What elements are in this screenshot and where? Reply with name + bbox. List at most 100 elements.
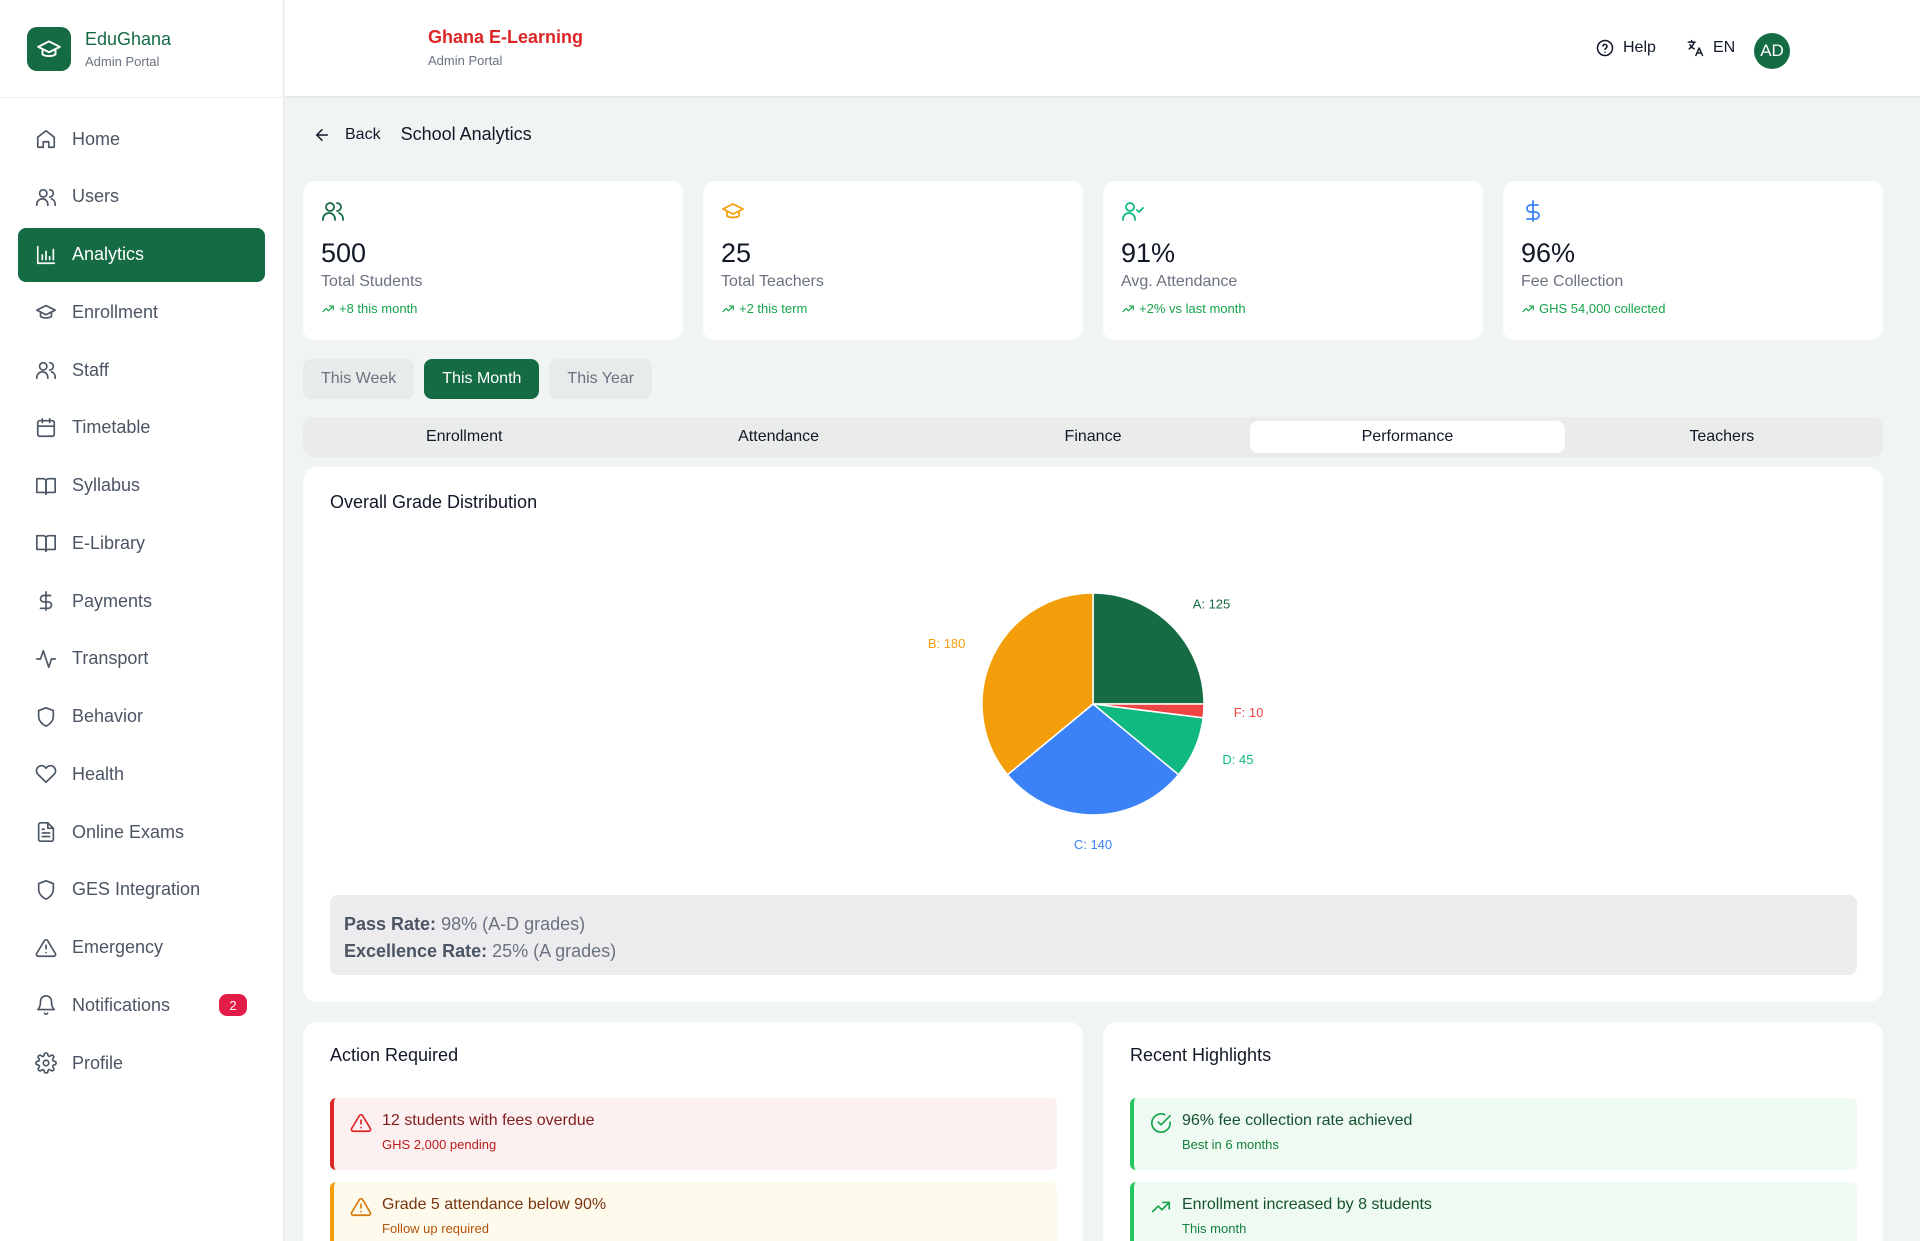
user-check-icon: [1122, 202, 1144, 221]
highlight-subtitle: This month: [1182, 1221, 1247, 1236]
sidebar-item-behavior[interactable]: Behavior: [18, 690, 265, 744]
pass-rate-label: Pass Rate:: [344, 914, 437, 934]
highlight-subtitle: Best in 6 months: [1182, 1137, 1279, 1152]
pie-data-label: C: 140: [1074, 837, 1112, 852]
grade-distribution-pie-chart: A: 125 F: 10 D: 45 C: 140 B: 180: [928, 592, 1264, 852]
notification-count-badge: 2: [219, 994, 247, 1017]
sidebar-item-syllabus[interactable]: Syllabus: [18, 459, 265, 513]
sidebar-item-home[interactable]: Home: [18, 112, 265, 166]
sidebar-item-emergency[interactable]: Emergency: [18, 921, 265, 975]
stat-value: 25: [721, 238, 752, 268]
highlight-title: Enrollment increased by 8 students: [1182, 1196, 1432, 1213]
alert-title: Grade 5 attendance below 90%: [382, 1196, 607, 1213]
trending-up-icon: [1522, 305, 1534, 312]
sidebar-item-online-exams[interactable]: Online Exams: [18, 805, 265, 859]
brand[interactable]: EduGhana Admin Portal: [0, 0, 283, 98]
alert-title: 12 students with fees overdue: [382, 1112, 595, 1129]
home-icon: [36, 129, 56, 149]
sidebar-item-label: Home: [72, 128, 121, 149]
card-title: Action Required: [330, 1045, 459, 1065]
highlight-item[interactable]: Enrollment increased by 8 students This …: [1130, 1182, 1857, 1241]
period-this-month[interactable]: This Month: [424, 359, 540, 399]
alert-triangle-icon: [350, 1197, 372, 1217]
calendar-icon: [36, 417, 56, 437]
sidebar-item-label: Health: [72, 763, 125, 784]
back-button[interactable]: Back: [313, 126, 381, 144]
stat-value: 91%: [1121, 238, 1176, 268]
action-required-card: Action Required 12 students with fees ov…: [303, 1022, 1083, 1241]
stat-label: Fee Collection: [1521, 273, 1624, 290]
sidebar-item-e-library[interactable]: E-Library: [18, 516, 265, 570]
sidebar-item-label: Transport: [72, 648, 149, 669]
sidebar-item-label: Profile: [72, 1052, 124, 1073]
brand-subtitle: Admin Portal: [85, 53, 160, 69]
language-label: EN: [1713, 39, 1736, 56]
alert-subtitle: GHS 2,000 pending: [382, 1137, 497, 1152]
stat-trend: +8 this month: [321, 301, 665, 316]
stat-value: 500: [321, 238, 367, 268]
sidebar-item-timetable[interactable]: Timetable: [18, 401, 265, 455]
bell-icon: [36, 995, 56, 1016]
sidebar-item-enrollment[interactable]: Enrollment: [18, 285, 265, 339]
analytics-tabs: Enrollment Attendance Finance Performanc…: [303, 417, 1883, 457]
sidebar-item-ges-integration[interactable]: GES Integration: [18, 863, 265, 917]
sidebar-item-label: Users: [72, 186, 120, 207]
pie-data-label: F: 10: [1234, 705, 1264, 720]
sidebar-item-label: Syllabus: [72, 475, 141, 495]
sidebar-item-payments[interactable]: Payments: [18, 574, 265, 628]
pie-slice-b[interactable]: [981, 592, 1094, 776]
language-switcher[interactable]: EN: [1685, 38, 1735, 58]
pie-slice-c[interactable]: [1006, 703, 1180, 816]
stat-trend: +2% vs last month: [1121, 301, 1465, 316]
trending-up-icon: [722, 305, 734, 312]
tab-finance[interactable]: Finance: [1064, 428, 1122, 445]
highlight-item[interactable]: 96% fee collection rate achieved Best in…: [1130, 1098, 1857, 1170]
stat-trend-text: +2 this term: [739, 301, 808, 316]
tab-performance[interactable]: Performance: [1250, 421, 1565, 453]
sidebar-item-label: Enrollment: [72, 301, 159, 322]
avatar[interactable]: AD: [1754, 33, 1790, 69]
help-circle-icon: [1596, 39, 1614, 57]
sidebar-item-label: Timetable: [72, 417, 151, 438]
sidebar-item-analytics[interactable]: Analytics: [18, 227, 265, 282]
sidebar-item-staff[interactable]: Staff: [18, 343, 265, 397]
sidebar-item-label: E-Library: [72, 532, 146, 553]
sidebar-item-users[interactable]: Users: [18, 170, 265, 224]
sidebar-item-health[interactable]: Health: [18, 747, 265, 801]
rates-summary: Pass Rate: 98% (A-D grades) Excellence R…: [330, 895, 1857, 975]
recent-highlights-card: Recent Highlights 96% fee collection rat…: [1103, 1022, 1883, 1241]
sidebar-item-label: Analytics: [72, 244, 145, 264]
sidebar-nav: Home Users Analytics Enrollment Staff Ti…: [0, 98, 283, 1090]
shield-icon: [37, 879, 55, 900]
activity-icon: [36, 649, 56, 668]
tab-enrollment[interactable]: Enrollment: [425, 428, 503, 445]
sidebar-item-label: Emergency: [72, 937, 164, 957]
tab-attendance[interactable]: Attendance: [738, 428, 820, 445]
bar-chart-icon: [36, 245, 56, 264]
sidebar-item-label: Online Exams: [72, 821, 185, 842]
arrow-left-icon: [316, 128, 328, 141]
stat-trend: +2 this term: [721, 301, 1065, 316]
sidebar-item-notifications[interactable]: Notifications 2: [18, 978, 265, 1032]
tab-teachers[interactable]: Teachers: [1689, 428, 1755, 445]
alert-triangle-icon: [35, 938, 57, 957]
pie-data-label: B: 180: [928, 636, 966, 651]
sidebar-item-profile[interactable]: Profile: [18, 1036, 265, 1090]
pie-slice-a[interactable]: [1092, 592, 1205, 705]
page-title: School Analytics: [400, 124, 532, 144]
alert-item[interactable]: 12 students with fees overdue GHS 2,000 …: [330, 1098, 1057, 1170]
sidebar-item-transport[interactable]: Transport: [18, 632, 265, 686]
card-title: Recent Highlights: [1130, 1045, 1272, 1065]
period-this-year[interactable]: This Year: [549, 359, 653, 399]
book-open-icon: [36, 535, 56, 553]
stat-label: Avg. Attendance: [1121, 273, 1238, 290]
period-this-week[interactable]: This Week: [303, 359, 415, 399]
app-subtitle: Admin Portal: [428, 53, 503, 68]
app-title: Ghana E-Learning: [428, 27, 584, 47]
back-label: Back: [345, 125, 381, 143]
trending-up-icon: [322, 305, 334, 312]
alert-item[interactable]: Grade 5 attendance below 90% Follow up r…: [330, 1182, 1057, 1241]
period-filter: This Week This Month This Year: [303, 359, 662, 399]
help-button[interactable]: Help: [1595, 38, 1656, 58]
top-header: Ghana E-Learning Admin Portal Help EN AD: [285, 0, 1920, 98]
